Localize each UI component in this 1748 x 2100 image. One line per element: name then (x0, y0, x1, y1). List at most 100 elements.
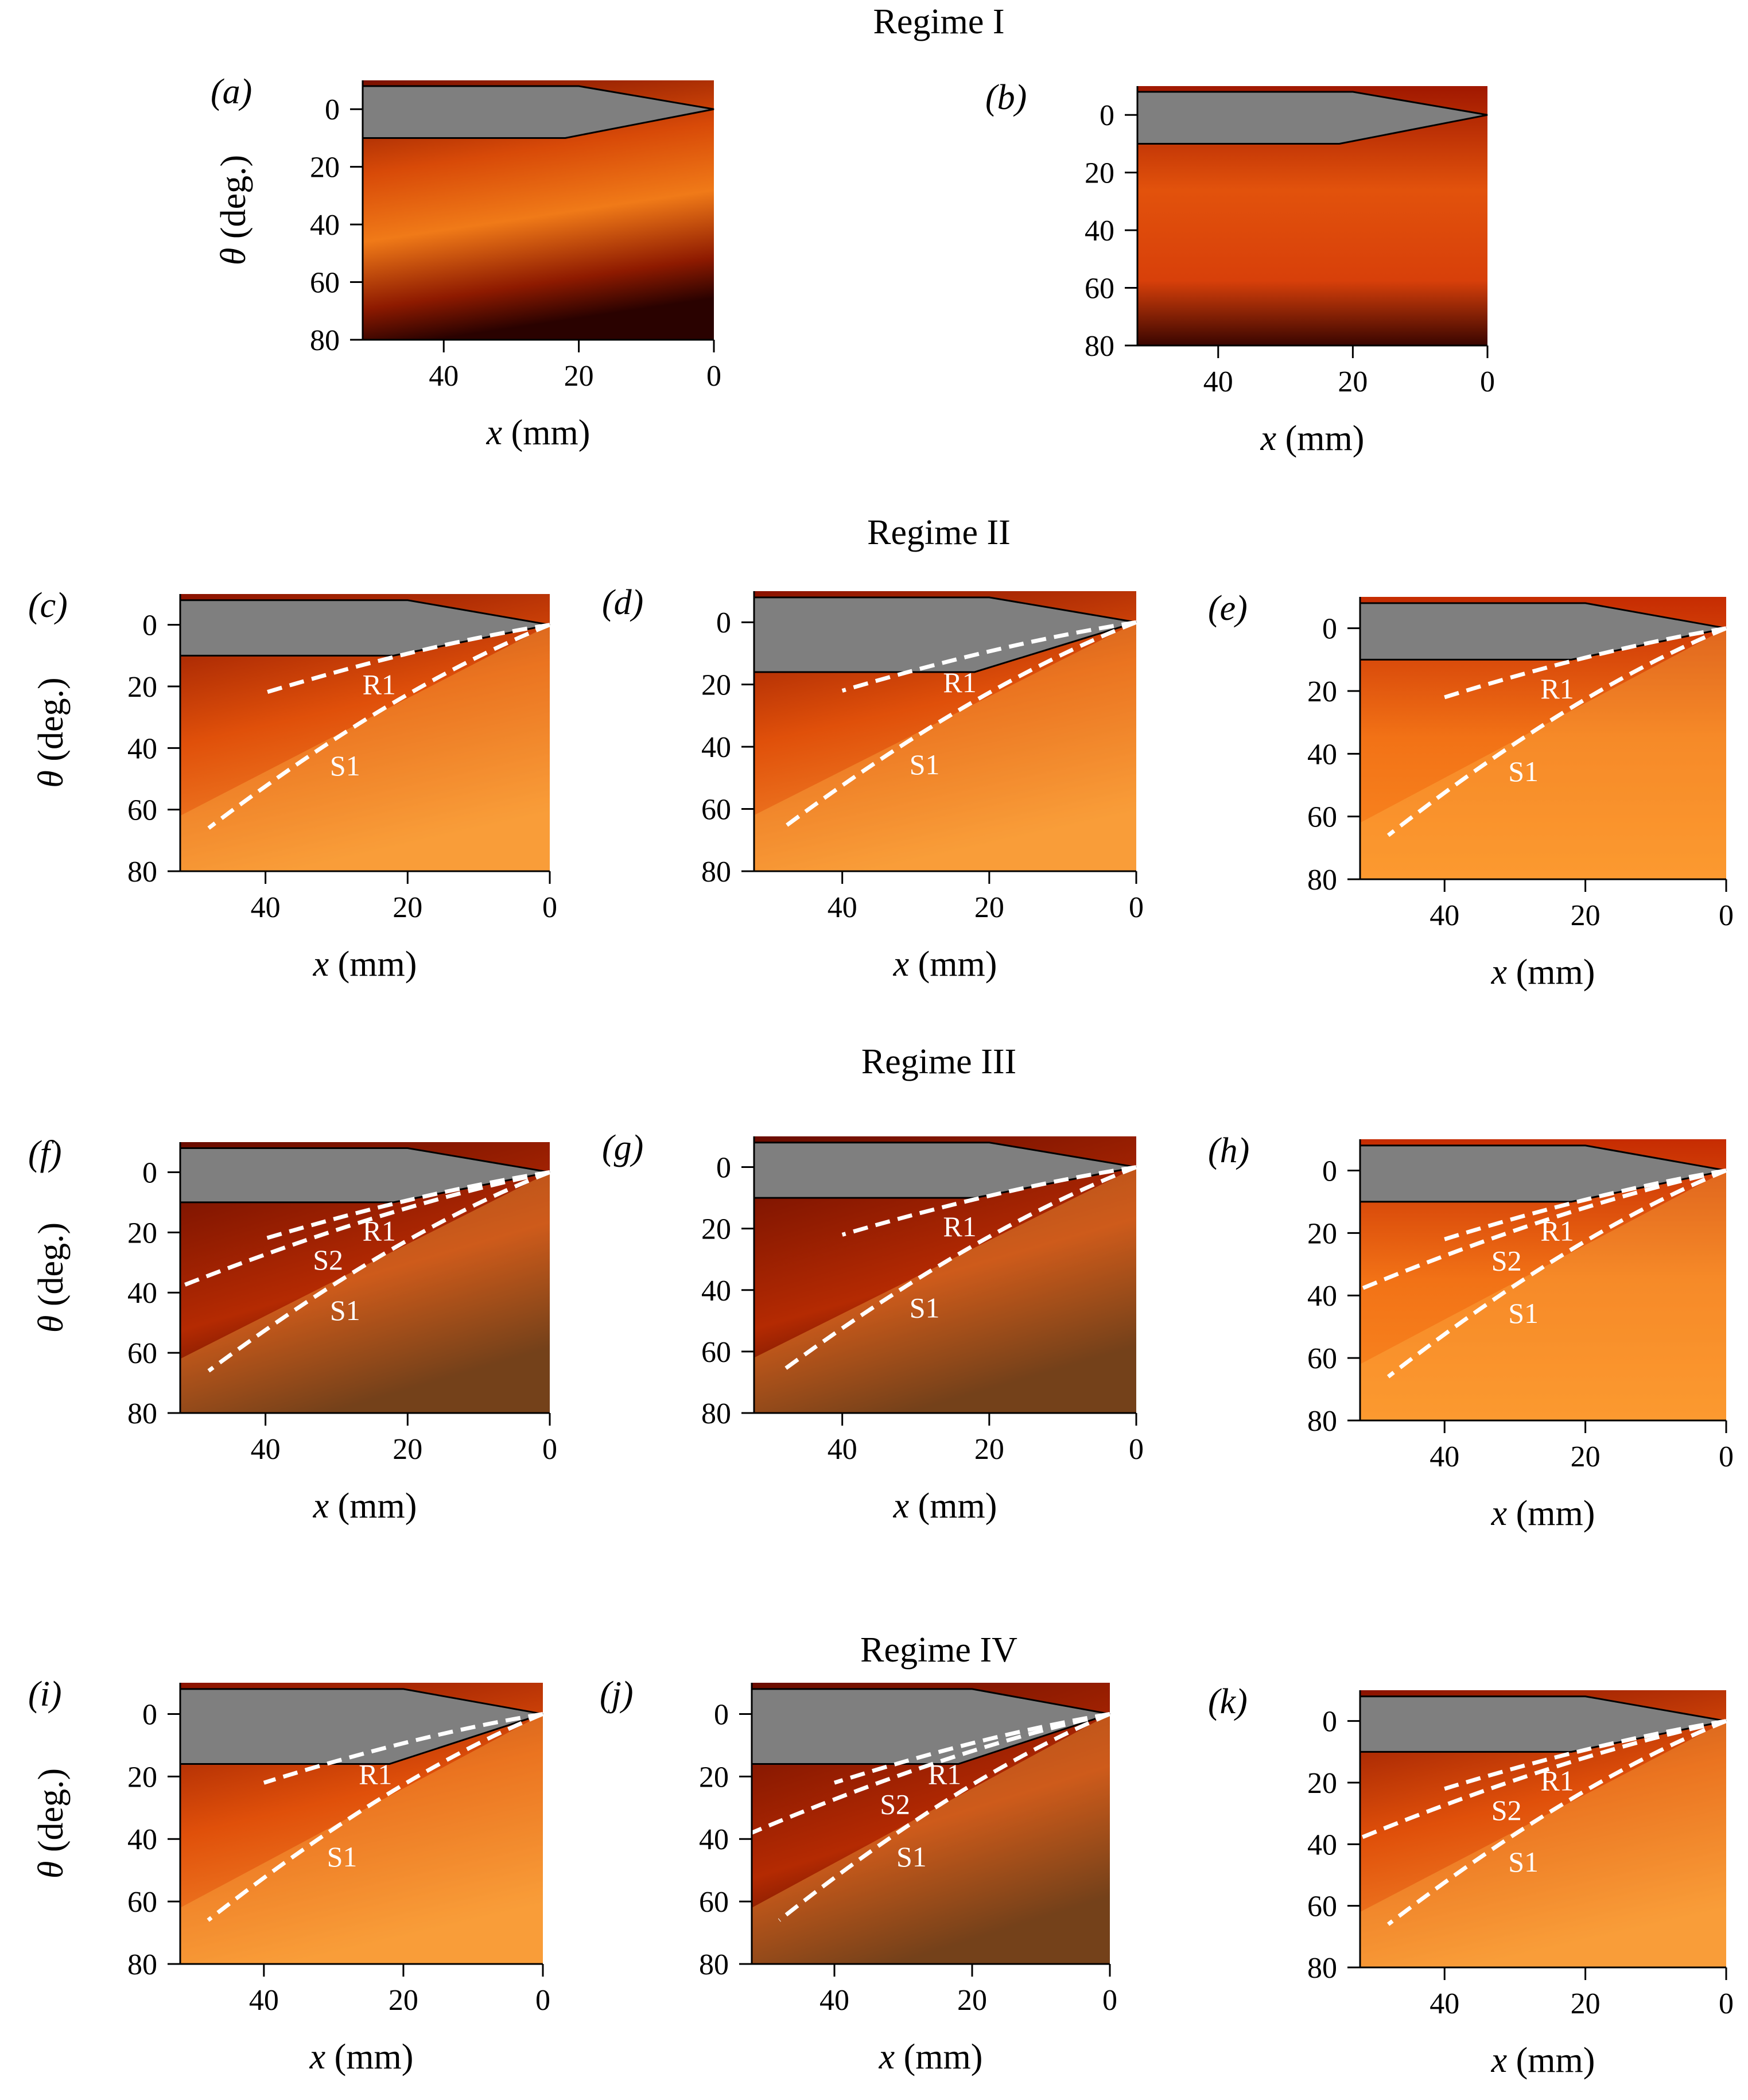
y-axis-label: θ (deg.) (32, 1768, 71, 1878)
panel-b: 40 20 0 0 20 40 60 80 x (mm) (b) (985, 78, 1495, 458)
y-tick-label: 80 (1307, 1405, 1337, 1438)
x-axis-var: x (893, 1486, 910, 1525)
x-axis-label: x (mm) (1491, 953, 1595, 992)
x-tick-label: 0 (706, 360, 721, 393)
shock-label-s1: S1 (330, 1294, 360, 1326)
y-axis-var: θ (32, 1861, 71, 1878)
shock-label-r1: R1 (943, 1210, 976, 1243)
y-tick-label: 80 (1307, 1952, 1337, 1985)
x-axis-label: x (mm) (879, 2037, 983, 2076)
x-tick-label: 40 (429, 360, 459, 393)
dashed-line-s2 (1359, 1169, 1727, 1291)
y-tick-label: 0 (142, 610, 157, 642)
y-tick-label: 40 (701, 1275, 731, 1307)
y-tick-label: 40 (1307, 1280, 1337, 1313)
panel-label: (f) (28, 1134, 62, 1173)
y-tick-label: 80 (701, 1398, 731, 1430)
y-tick-label: 60 (1307, 1342, 1337, 1375)
panel-g: R1 S1 40 20 0 0 20 40 60 80 x (mm) (g) (602, 1128, 1144, 1525)
x-tick-label: 0 (1129, 891, 1144, 924)
y-tick-label: 40 (1307, 1829, 1337, 1861)
x-tick-label: 0 (535, 1984, 550, 2017)
panel-label: (i) (28, 1675, 62, 1714)
x-tick-label: 0 (1719, 1988, 1734, 2020)
y-tick-label: 20 (1307, 1217, 1337, 1250)
shock-label-s1: S1 (330, 750, 360, 782)
x-tick-label: 40 (819, 1984, 849, 2017)
dashed-line-r1 (841, 620, 1137, 693)
panel-label: (j) (600, 1675, 634, 1714)
x-axis-var: x (879, 2037, 895, 2076)
x-tick-label: 40 (249, 1984, 279, 2017)
y-tick-label: 60 (701, 794, 731, 826)
post-shock-region (1360, 1721, 1726, 1967)
x-tick-label: 20 (393, 891, 422, 924)
y-tick-label: 80 (1307, 864, 1337, 896)
y-tick-label: 20 (310, 152, 340, 184)
y-tick-label: 60 (127, 1886, 157, 1919)
shock-label-s2: S2 (313, 1244, 343, 1276)
shock-label-r1: R1 (1540, 673, 1574, 705)
x-tick-label: 40 (828, 891, 857, 924)
x-tick-label: 20 (974, 891, 1004, 924)
shock-label-s1: S1 (1508, 1846, 1539, 1878)
post-shock-region (180, 1172, 550, 1413)
shock-label-s1: S1 (327, 1841, 358, 1873)
y-tick-label: 0 (325, 94, 340, 126)
dashed-line-s2 (179, 1170, 550, 1288)
post-shock-region (1360, 628, 1726, 879)
panel-c: R1 S1 40 20 0 0 20 40 60 80 x (mm) θ (deg.) (c) (28, 586, 557, 984)
y-tick-label: 20 (701, 1213, 731, 1246)
y-tick-label: 80 (127, 1398, 157, 1430)
x-tick-label: 40 (1203, 366, 1233, 398)
y-tick-label: 0 (714, 1698, 729, 1731)
panel-label: (g) (602, 1128, 643, 1167)
panel-i: R1 S1 40 20 0 0 20 40 60 80 x (mm) θ (deg.) (i) (28, 1675, 550, 2076)
shock-label-r1: R1 (363, 669, 396, 701)
dashed-line-s1 (782, 1165, 1137, 1372)
x-axis-var: x (1491, 2041, 1508, 2080)
y-tick-label: 0 (716, 1152, 731, 1185)
y-tick-label: 80 (310, 324, 340, 357)
y-tick-label: 80 (1085, 330, 1114, 363)
y-tick-label: 20 (127, 1217, 157, 1249)
x-tick-label: 40 (828, 1433, 857, 1466)
y-tick-label: 60 (701, 1336, 731, 1369)
shock-label-r1: R1 (359, 1758, 392, 1790)
y-axis-label: θ (deg.) (214, 155, 253, 265)
x-tick-label: 40 (1430, 1441, 1459, 1473)
dashed-line-r1 (1444, 626, 1727, 700)
x-axis-var: x (1491, 1494, 1508, 1533)
x-tick-label: 20 (1571, 1988, 1601, 2020)
x-axis-unit: (mm) (1276, 419, 1364, 458)
shock-label-s2: S2 (880, 1788, 910, 1820)
x-tick-label: 0 (1480, 366, 1495, 398)
y-tick-label: 0 (142, 1156, 157, 1189)
x-tick-label: 0 (1102, 1984, 1117, 2017)
y-tick-label: 60 (1307, 801, 1337, 834)
x-axis-unit: (mm) (909, 945, 997, 984)
x-tick-label: 20 (564, 360, 594, 393)
x-axis-var: x (486, 413, 503, 452)
y-axis-var: θ (214, 248, 253, 265)
x-tick-label: 20 (1571, 1441, 1601, 1473)
dashed-line-s1 (1386, 1169, 1727, 1379)
regime-title: Regime I (873, 2, 1005, 41)
x-tick-label: 20 (974, 1433, 1004, 1466)
y-tick-label: 40 (699, 1823, 729, 1856)
panel-label: (a) (211, 72, 252, 111)
regime-title: Regime III (861, 1042, 1016, 1081)
y-axis-unit: (deg.) (214, 155, 253, 248)
panel-label: (c) (28, 586, 68, 625)
dashed-line-s1 (207, 623, 551, 830)
x-tick-label: 20 (1338, 366, 1368, 398)
x-axis-label: x (mm) (1491, 1494, 1595, 1533)
x-tick-label: 0 (1719, 1441, 1734, 1473)
dashed-line-s1 (1386, 626, 1727, 837)
y-tick-label: 20 (127, 671, 157, 704)
panel-label: (e) (1208, 589, 1248, 628)
y-tick-label: 60 (310, 267, 340, 300)
x-axis-var: x (309, 2037, 326, 2076)
x-axis-var: x (1260, 419, 1277, 458)
